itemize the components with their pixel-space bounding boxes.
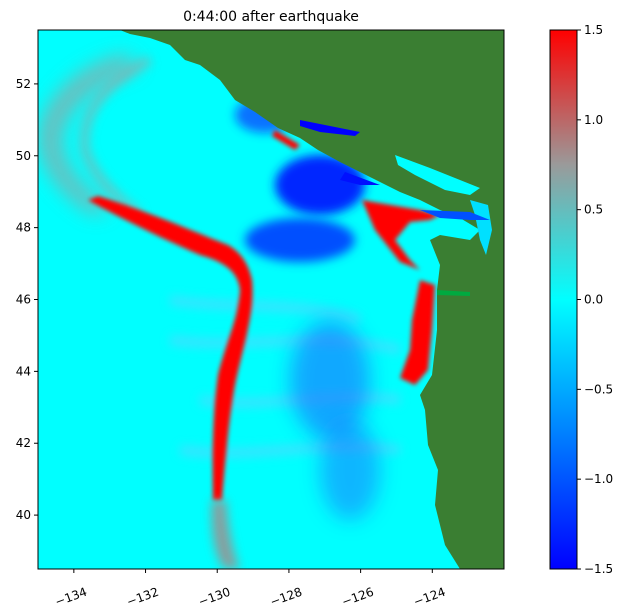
colorbar xyxy=(549,29,578,570)
y-tick-label: 52 xyxy=(16,77,31,91)
trough-south-1 xyxy=(290,320,370,440)
wa-coastal-trough xyxy=(340,172,380,185)
x-tick-label: −128 xyxy=(268,585,304,609)
colorbar-ticks: 1.5 1.0 0.5 0.0 −0.5 −1.0 −1.5 xyxy=(577,23,613,576)
coastal-runup-washington xyxy=(362,200,440,270)
vi-coastal-trough xyxy=(300,120,360,136)
colorbar-tick-label: 0.0 xyxy=(584,293,603,307)
y-tick-label: 44 xyxy=(16,364,31,378)
y-tick-label: 48 xyxy=(16,221,31,235)
colorbar-tick-label: −0.5 xyxy=(584,382,613,396)
wave-band-tail xyxy=(211,500,240,569)
x-tick-label: −124 xyxy=(412,585,448,609)
map-title: 0:44:00 after earthquake xyxy=(183,9,359,25)
x-tick-label: −134 xyxy=(53,585,89,609)
x-tick-label: −130 xyxy=(196,585,232,609)
map-area xyxy=(38,30,504,569)
outer-wavefront xyxy=(40,55,140,215)
x-tick-label: −126 xyxy=(340,585,376,609)
colorbar-tick-label: 1.5 xyxy=(584,23,603,37)
y-axis-ticks: 40 42 44 46 48 50 52 xyxy=(16,77,38,522)
columbia-river xyxy=(437,290,470,296)
salish-sea xyxy=(395,155,480,195)
y-tick-label: 50 xyxy=(16,149,31,163)
y-tick-label: 46 xyxy=(16,293,31,307)
trailing-waves xyxy=(169,295,402,458)
trough-south-2 xyxy=(320,420,380,520)
colorbar-tick-label: 1.0 xyxy=(584,113,603,127)
colorbar-tick-label: 0.5 xyxy=(584,203,603,217)
colorbar-tick-label: −1.5 xyxy=(584,562,613,576)
x-axis-ticks: −134 −132 −130 −128 −126 −124 xyxy=(53,569,447,609)
puget-sound xyxy=(470,200,492,255)
trough-central xyxy=(245,218,355,262)
y-tick-label: 42 xyxy=(16,436,31,450)
colorbar-tick-label: −1.0 xyxy=(584,472,613,486)
y-tick-label: 40 xyxy=(16,508,31,522)
outer-ring-2 xyxy=(79,55,153,219)
coastal-runup-oregon xyxy=(400,280,435,385)
strait-juan-de-fuca xyxy=(420,210,490,220)
x-tick-label: −132 xyxy=(125,585,161,609)
coastal-runup-vi xyxy=(272,130,300,150)
trough-north xyxy=(275,155,365,215)
